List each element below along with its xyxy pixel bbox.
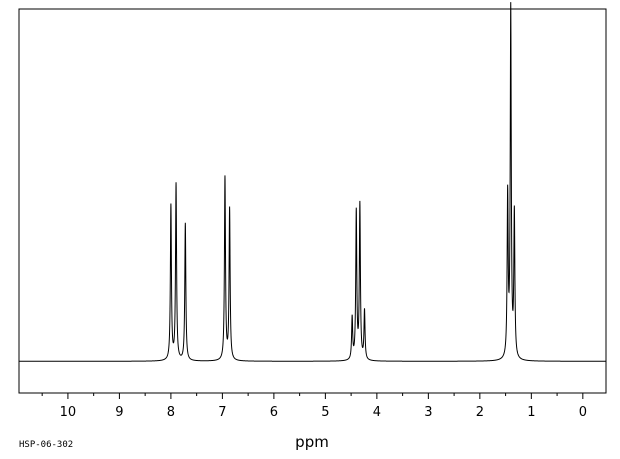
- x-tick-label: 6: [270, 405, 278, 420]
- x-tick-label: 10: [60, 405, 77, 420]
- plot-frame: [18, 8, 607, 394]
- x-tick-label: 3: [424, 405, 432, 420]
- x-tick-label: 8: [167, 405, 175, 420]
- x-axis-label: ppm: [295, 433, 329, 451]
- x-tick-label: 4: [373, 405, 381, 420]
- peak-markers: [170, 12, 515, 320]
- spectrum-code: HSP-06-302: [19, 440, 73, 450]
- x-tick-label: 2: [476, 405, 484, 420]
- x-tick-label: 0: [579, 405, 587, 420]
- x-tick-label: 9: [115, 405, 123, 420]
- x-tick-label: 7: [218, 405, 226, 420]
- spectrum-line: [19, 2, 606, 362]
- x-axis-ticks: 10 9 8 7 6 5 4 3 2 1 0: [41, 393, 587, 420]
- x-tick-label: 5: [321, 405, 329, 420]
- x-tick-label: 1: [527, 405, 535, 420]
